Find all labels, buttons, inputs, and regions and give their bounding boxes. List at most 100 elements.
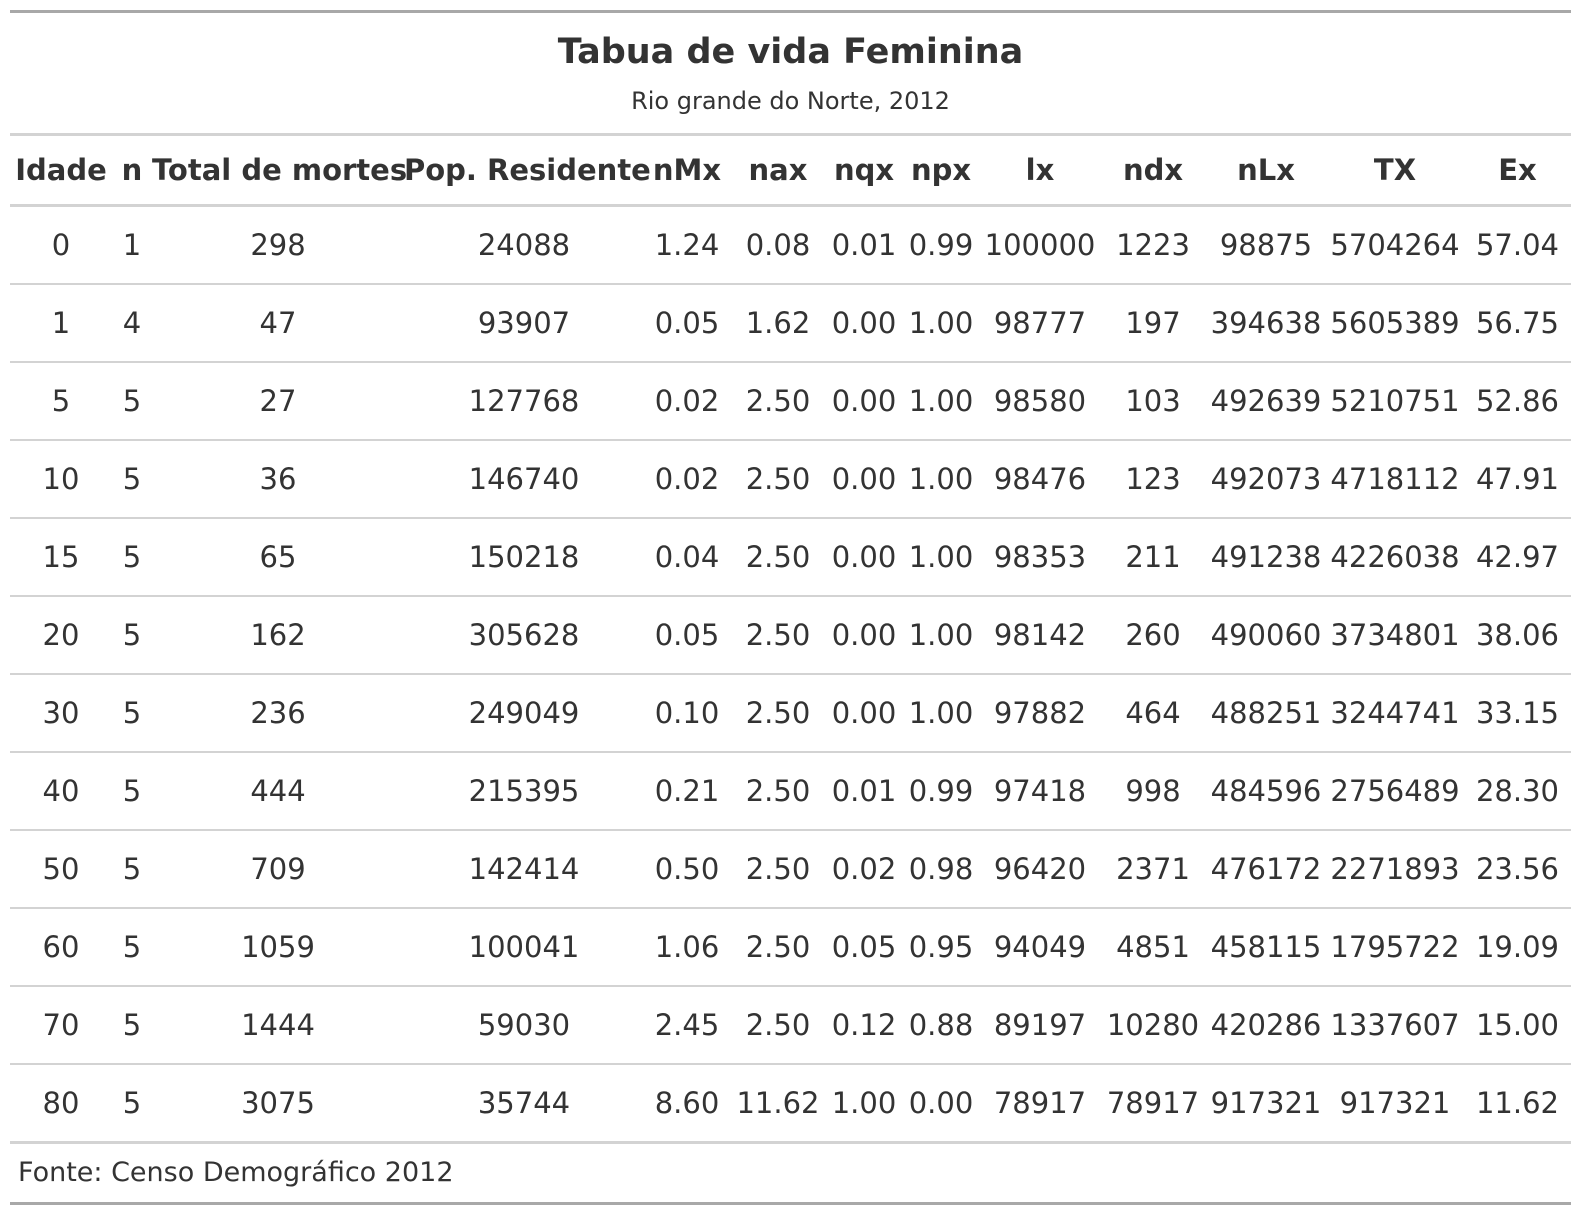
cell-ndx: 123 [1100, 440, 1206, 519]
cell-npx: 1.00 [902, 596, 980, 675]
cell-nax: 2.50 [730, 362, 826, 441]
cell-nmx: 1.06 [644, 908, 730, 987]
cell-ex: 28.30 [1464, 752, 1571, 831]
cell-total-de-mortes: 36 [152, 440, 404, 519]
cell-nlx: 458115 [1206, 908, 1326, 987]
cell-nlx: 492639 [1206, 362, 1326, 441]
cell-ex: 42.97 [1464, 518, 1571, 597]
table-body: 0 1 298 24088 1.24 0.08 0.01 0.99 100000 1223 9887… [10, 205, 1571, 1144]
cell-total-de-mortes: 298 [152, 205, 404, 285]
table-row: 30 5 236 249049 0.10 2.50 0.00 1.00 97882 464 4882… [10, 674, 1571, 753]
cell-idade: 5 [10, 362, 112, 441]
cell-ndx: 2371 [1100, 830, 1206, 909]
cell-pop-residente: 59030 [404, 986, 644, 1065]
cell-ex: 15.00 [1464, 986, 1571, 1065]
cell-nmx: 0.04 [644, 518, 730, 597]
cell-idade: 40 [10, 752, 112, 831]
cell-total-de-mortes: 162 [152, 596, 404, 675]
cell-idade: 15 [10, 518, 112, 597]
cell-nmx: 0.05 [644, 284, 730, 363]
cell-nax: 2.50 [730, 830, 826, 909]
cell-idade: 80 [10, 1064, 112, 1144]
col-header-npx: npx [902, 134, 980, 207]
cell-n: 5 [112, 674, 152, 753]
cell-ex: 23.56 [1464, 830, 1571, 909]
cell-nax: 2.50 [730, 908, 826, 987]
col-header-tx: TX [1326, 134, 1464, 207]
col-header-ndx: ndx [1100, 134, 1206, 207]
top-rule [10, 10, 1571, 13]
cell-total-de-mortes: 65 [152, 518, 404, 597]
cell-ex: 56.75 [1464, 284, 1571, 363]
table-row: 60 5 1059 100041 1.06 2.50 0.05 0.95 94049 4851 45… [10, 908, 1571, 987]
cell-lx: 98580 [980, 362, 1100, 441]
cell-n: 5 [112, 362, 152, 441]
cell-npx: 0.99 [902, 752, 980, 831]
cell-total-de-mortes: 1444 [152, 986, 404, 1065]
cell-lx: 97882 [980, 674, 1100, 753]
cell-tx: 5605389 [1326, 284, 1464, 363]
cell-nqx: 0.00 [826, 362, 902, 441]
cell-nlx: 917321 [1206, 1064, 1326, 1144]
cell-nlx: 491238 [1206, 518, 1326, 597]
cell-ex: 47.91 [1464, 440, 1571, 519]
col-header-nax: nax [730, 134, 826, 207]
col-header-total-de-mortes: Total de mortes [152, 134, 407, 207]
table-title: Tabua de vida Feminina [557, 32, 1024, 72]
cell-tx: 5210751 [1326, 362, 1464, 441]
cell-n: 1 [112, 205, 152, 285]
cell-ex: 57.04 [1464, 205, 1571, 285]
cell-pop-residente: 100041 [404, 908, 644, 987]
cell-tx: 3244741 [1326, 674, 1464, 753]
cell-nlx: 492073 [1206, 440, 1326, 519]
cell-pop-residente: 93907 [404, 284, 644, 363]
col-header-n: n [112, 134, 152, 207]
cell-idade: 50 [10, 830, 112, 909]
cell-n: 4 [112, 284, 152, 363]
col-header-nmx: nMx [644, 134, 730, 207]
table-row: 10 5 36 146740 0.02 2.50 0.00 1.00 98476 123 49207… [10, 440, 1571, 519]
cell-lx: 100000 [980, 205, 1100, 285]
cell-npx: 1.00 [902, 518, 980, 597]
cell-pop-residente: 24088 [404, 205, 644, 285]
cell-total-de-mortes: 444 [152, 752, 404, 831]
cell-nqx: 0.01 [826, 205, 902, 285]
cell-ndx: 464 [1100, 674, 1206, 753]
cell-ndx: 211 [1100, 518, 1206, 597]
cell-nax: 2.50 [730, 674, 826, 753]
cell-nqx: 0.00 [826, 284, 902, 363]
cell-n: 5 [112, 440, 152, 519]
cell-pop-residente: 215395 [404, 752, 644, 831]
cell-ndx: 4851 [1100, 908, 1206, 987]
cell-ex: 52.86 [1464, 362, 1571, 441]
cell-tx: 5704264 [1326, 205, 1464, 285]
cell-lx: 94049 [980, 908, 1100, 987]
cell-total-de-mortes: 47 [152, 284, 404, 363]
cell-ndx: 260 [1100, 596, 1206, 675]
cell-pop-residente: 142414 [404, 830, 644, 909]
cell-nqx: 0.02 [826, 830, 902, 909]
header-row: Idade n Total de mortes Pop. Residente n… [10, 134, 1571, 207]
cell-nax: 1.62 [730, 284, 826, 363]
cell-idade: 10 [10, 440, 112, 519]
bottom-rule [10, 1202, 1571, 1205]
cell-nqx: 0.00 [826, 674, 902, 753]
cell-pop-residente: 146740 [404, 440, 644, 519]
cell-lx: 98353 [980, 518, 1100, 597]
cell-nlx: 476172 [1206, 830, 1326, 909]
table-row: 1 4 47 93907 0.05 1.62 0.00 1.00 98777 197 394638 5… [10, 284, 1571, 363]
cell-npx: 0.88 [902, 986, 980, 1065]
col-header-idade: Idade [10, 134, 112, 207]
cell-idade: 60 [10, 908, 112, 987]
cell-nlx: 484596 [1206, 752, 1326, 831]
cell-ex: 19.09 [1464, 908, 1571, 987]
cell-ndx: 1223 [1100, 205, 1206, 285]
cell-nax: 11.62 [730, 1064, 826, 1144]
cell-lx: 98476 [980, 440, 1100, 519]
cell-ex: 11.62 [1464, 1064, 1571, 1144]
cell-ex: 38.06 [1464, 596, 1571, 675]
cell-npx: 0.95 [902, 908, 980, 987]
cell-ndx: 10280 [1100, 986, 1206, 1065]
table-row: 20 5 162 305628 0.05 2.50 0.00 1.00 98142 260 4900… [10, 596, 1571, 675]
cell-pop-residente: 150218 [404, 518, 644, 597]
